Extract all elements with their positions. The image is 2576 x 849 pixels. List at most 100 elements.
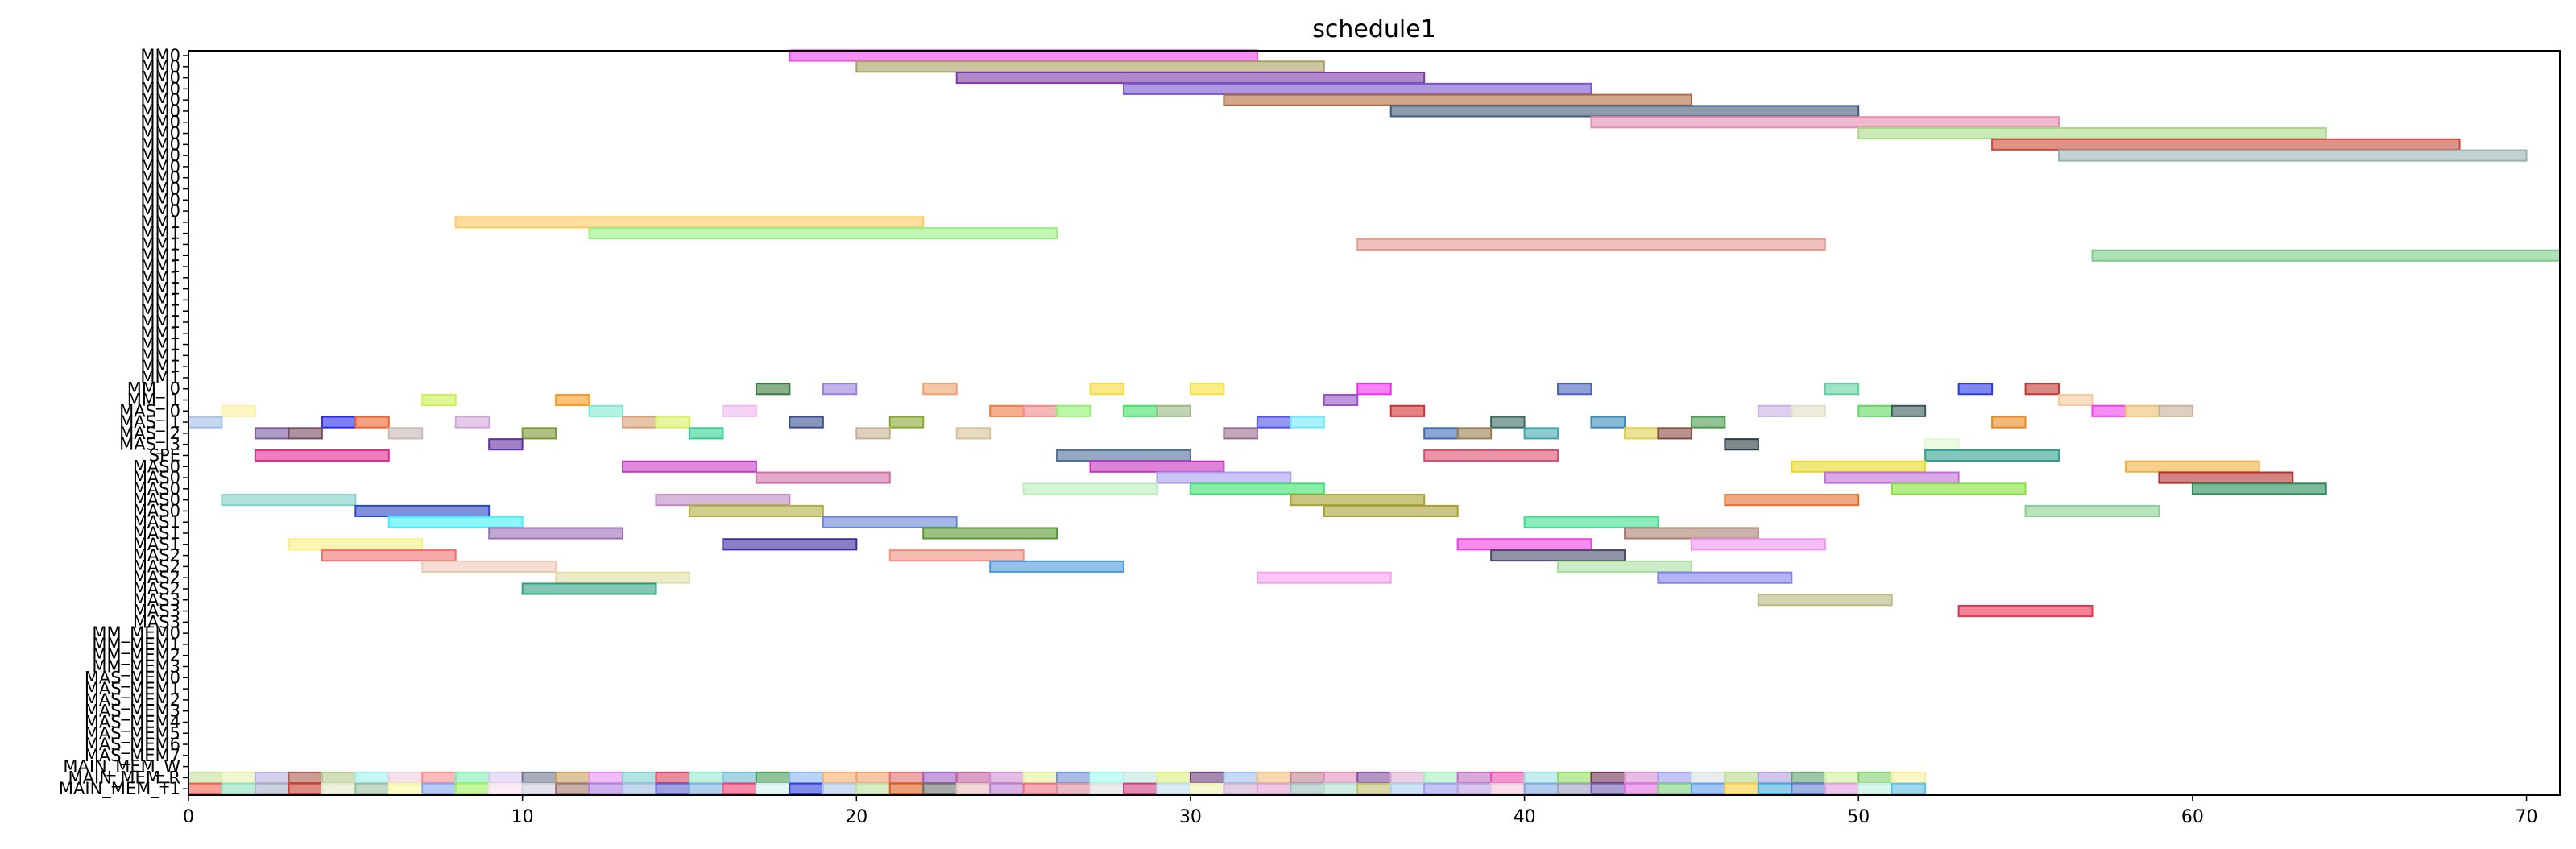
y-tick-label: MAS0 <box>133 501 180 520</box>
task-bar <box>1757 404 1793 417</box>
mem-read-block <box>188 771 223 784</box>
x-tick-label: 60 <box>2181 807 2204 827</box>
task-bar <box>1056 449 1191 462</box>
mem-transfer-block <box>888 782 925 795</box>
mem-transfer-block <box>922 782 958 795</box>
mem-read-block <box>288 771 323 784</box>
task-bar <box>789 416 824 429</box>
task-bar <box>188 416 223 429</box>
y-tick-label: MAS0 <box>133 457 180 476</box>
y-tick-label: MM1 <box>140 280 180 299</box>
y-tick-label: MAS_MEM7 <box>85 746 180 766</box>
mem-read-block <box>822 771 858 784</box>
mem-read-block <box>1657 771 1692 784</box>
mem-transfer-block <box>1456 782 1493 795</box>
task-bar <box>1022 404 1058 417</box>
task-bar <box>888 416 925 429</box>
task-bar <box>1290 494 1426 507</box>
mem-transfer-block <box>1590 782 1626 795</box>
task-bar <box>1256 416 1292 429</box>
task-bar <box>1557 560 1692 573</box>
task-bar <box>1924 449 2060 462</box>
x-tick-label: 20 <box>845 807 868 827</box>
mem-transfer-block <box>1156 782 1191 795</box>
mem-read-block <box>1623 771 1659 784</box>
y-tick-label: MAS_MEM6 <box>85 735 180 755</box>
x-tick-label: 70 <box>2516 807 2538 827</box>
mem-transfer-block <box>1757 782 1793 795</box>
task-bar <box>387 427 424 440</box>
mem-read-block <box>1223 771 1258 784</box>
task-bar <box>755 383 791 396</box>
mem-transfer-block <box>1490 782 1526 795</box>
mem-read-block <box>1791 771 1826 784</box>
y-tick-label: MAS_MEM2 <box>85 690 180 710</box>
task-bar <box>2091 404 2127 417</box>
y-tick-label: MM_MEM3 <box>92 657 180 677</box>
mem-transfer-block <box>722 782 757 795</box>
mem-transfer-block <box>1857 782 1893 795</box>
y-tick-label: MM1 <box>140 324 180 343</box>
task-bar <box>454 416 491 429</box>
task-bar <box>755 471 891 484</box>
task-bar <box>2058 393 2094 407</box>
task-bar <box>1791 404 1826 417</box>
mem-read-block <box>1857 771 1893 784</box>
task-bar <box>1657 427 1692 440</box>
task-bar <box>822 383 858 396</box>
mem-read-block <box>1056 771 1091 784</box>
mem-transfer-block <box>387 782 424 795</box>
mem-transfer-block <box>1256 782 1292 795</box>
task-bar <box>521 427 557 440</box>
mem-transfer-block <box>1824 782 1860 795</box>
y-tick-label: MAS3 <box>133 602 180 621</box>
mem-transfer-block <box>1557 782 1592 795</box>
task-bar <box>1824 471 1960 484</box>
y-tick-label: MM0 <box>140 101 180 121</box>
mem-read-block <box>1123 771 1158 784</box>
task-bar <box>688 504 824 517</box>
mem-read-block <box>421 771 457 784</box>
y-tick-label: MM_I1 <box>127 391 180 411</box>
y-tick-label: MM1 <box>140 346 180 365</box>
task-bar <box>254 449 390 462</box>
task-bar <box>555 571 690 584</box>
task-bar <box>488 527 624 540</box>
y-tick-label: MM1 <box>140 368 180 387</box>
y-tick-label: MM0 <box>140 201 180 221</box>
mem-read-block <box>254 771 290 784</box>
mem-transfer-block <box>1623 782 1659 795</box>
mem-read-block <box>1156 771 1191 784</box>
task-bar <box>1623 427 1659 440</box>
task-bar <box>822 516 958 528</box>
task-bar <box>1056 404 1091 417</box>
mem-read-block <box>722 771 757 784</box>
task-bar <box>1590 116 2060 129</box>
y-tick-label: MAS2 <box>133 557 180 576</box>
task-bar <box>1323 393 1359 407</box>
mem-transfer-block <box>989 782 1025 795</box>
mem-read-block <box>1891 771 1927 784</box>
mem-read-block <box>1356 771 1392 784</box>
mem-read-block <box>622 771 657 784</box>
mem-read-block <box>387 771 424 784</box>
mem-transfer-block <box>1290 782 1325 795</box>
mem-read-block <box>555 771 590 784</box>
chart-title: schedule1 <box>1312 15 1436 43</box>
y-tick-label: MM1 <box>140 268 180 288</box>
mem-transfer-block <box>1056 782 1091 795</box>
mem-read-block <box>1189 771 1225 784</box>
mem-transfer-block <box>955 782 992 795</box>
y-tick-label: MM0 <box>140 157 180 176</box>
mem-read-block <box>755 771 791 784</box>
x-tick-label: 0 <box>183 807 194 827</box>
mem-transfer-block <box>1724 782 1759 795</box>
task-bar <box>454 216 925 229</box>
y-tick-label: MAS_MEM1 <box>85 679 180 699</box>
task-bar <box>1256 571 1392 584</box>
y-tick-label: MM1 <box>140 335 180 354</box>
y-tick-label: MAS2 <box>133 546 180 565</box>
task-bar <box>722 404 757 417</box>
y-tick-label: MM0 <box>140 146 180 165</box>
task-bar <box>421 560 557 573</box>
